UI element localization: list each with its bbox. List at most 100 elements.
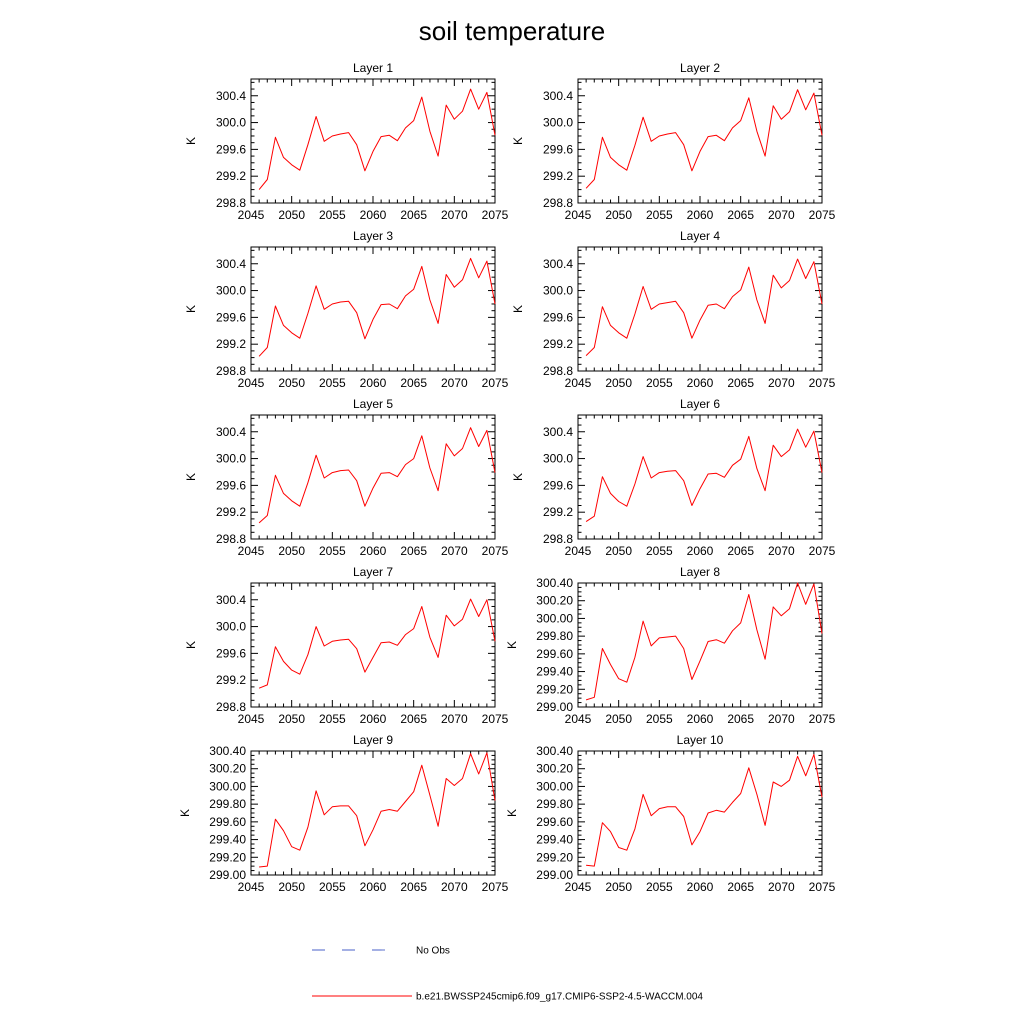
- x-tick-label: 2055: [319, 712, 346, 726]
- x-tick-label: 2050: [605, 712, 632, 726]
- y-tick-label: 298.8: [543, 364, 573, 378]
- x-tick-label: 2075: [809, 712, 836, 726]
- x-tick-label: 2050: [605, 880, 632, 894]
- y-tick-label: 298.8: [216, 196, 246, 210]
- panel-layer-7: Layer 7 2045 2050 2055 2060 2065 2070 2075 298.8…: [184, 565, 509, 726]
- y-tick-label: 300.0: [543, 116, 573, 130]
- y-tick-label: 299.2: [543, 505, 573, 519]
- y-tick-label: 299.60: [536, 647, 573, 661]
- panel-title: Layer 6: [680, 397, 720, 411]
- panel-layer-1: Layer 1 2045 2050 2055 2060 2065 2070 2075 298.8…: [184, 61, 509, 222]
- y-tick-label: 298.8: [543, 196, 573, 210]
- x-tick-label: 2045: [565, 208, 592, 222]
- x-tick-label: 2065: [400, 208, 427, 222]
- y-tick-label: 300.4: [216, 89, 246, 103]
- x-tick-label: 2055: [319, 544, 346, 558]
- x-tick-label: 2060: [687, 544, 714, 558]
- plot-frame: [250, 582, 496, 708]
- x-tick-label: 2050: [278, 712, 305, 726]
- x-tick-label: 2070: [441, 712, 468, 726]
- y-tick-label: 300.00: [536, 611, 573, 625]
- y-tick-label: 300.0: [216, 284, 246, 298]
- x-tick-label: 2045: [238, 712, 265, 726]
- y-axis-label: K: [511, 473, 525, 481]
- x-tick-label: 2075: [482, 880, 509, 894]
- y-tick-label: 299.40: [536, 665, 573, 679]
- x-tick-label: 2060: [360, 880, 387, 894]
- panel-title: Layer 8: [680, 565, 720, 579]
- x-tick-label: 2060: [687, 712, 714, 726]
- x-tick-label: 2075: [482, 208, 509, 222]
- y-tick-label: 300.20: [536, 594, 573, 608]
- panel-layer-4: Layer 4 2045 2050 2055 2060 2065 2070 2075 298.8…: [511, 229, 836, 390]
- x-tick-label: 2055: [646, 712, 673, 726]
- y-tick-label: 299.2: [216, 505, 246, 519]
- x-tick-label: 2045: [238, 376, 265, 390]
- series-line-model: [258, 427, 496, 524]
- y-tick-label: 300.00: [209, 779, 246, 793]
- series-line-model: [258, 88, 496, 190]
- panel-layer-8: Layer 8 2045 2050 2055 2060 2065 2070 2075 299.0…: [505, 565, 836, 726]
- x-tick-label: 2045: [238, 880, 265, 894]
- series-line-model: [258, 257, 496, 357]
- y-tick-label: 299.00: [536, 868, 573, 882]
- x-tick-label: 2055: [646, 880, 673, 894]
- series-line-model: [586, 754, 823, 867]
- y-tick-label: 299.6: [216, 310, 246, 324]
- y-tick-label: 299.6: [543, 310, 573, 324]
- y-tick-label: 299.60: [209, 815, 246, 829]
- x-tick-label: 2055: [319, 376, 346, 390]
- x-tick-label: 2050: [605, 544, 632, 558]
- x-tick-label: 2065: [400, 376, 427, 390]
- x-tick-label: 2070: [441, 208, 468, 222]
- x-tick-label: 2060: [687, 880, 714, 894]
- y-tick-label: 300.4: [216, 425, 246, 439]
- figure-title: soil temperature: [419, 16, 605, 46]
- plot-frame: [250, 246, 496, 372]
- y-tick-label: 299.20: [536, 682, 573, 696]
- x-tick-label: 2055: [319, 880, 346, 894]
- x-tick-label: 2050: [278, 376, 305, 390]
- x-tick-label: 2055: [646, 376, 673, 390]
- x-tick-label: 2070: [768, 208, 795, 222]
- y-tick-label: 300.40: [536, 576, 573, 590]
- x-tick-label: 2065: [400, 712, 427, 726]
- panel-title: Layer 2: [680, 61, 720, 75]
- y-tick-label: 300.20: [209, 762, 246, 776]
- y-tick-label: 299.80: [209, 797, 246, 811]
- x-tick-label: 2075: [482, 712, 509, 726]
- x-tick-label: 2070: [441, 376, 468, 390]
- y-tick-label: 300.0: [216, 452, 246, 466]
- y-tick-label: 299.40: [209, 833, 246, 847]
- x-tick-label: 2050: [605, 376, 632, 390]
- y-axis-label: K: [184, 137, 198, 145]
- panel-grid: Layer 1 2045 2050 2055 2060 2065 2070 2075 298.8…: [178, 61, 836, 894]
- x-tick-label: 2070: [768, 880, 795, 894]
- y-tick-label: 298.8: [216, 532, 246, 546]
- x-tick-label: 2045: [565, 544, 592, 558]
- x-tick-label: 2050: [278, 544, 305, 558]
- x-tick-label: 2075: [809, 376, 836, 390]
- y-tick-label: 299.2: [216, 169, 246, 183]
- legend: No Obs b.e21.BWSSP245cmip6.f09_g17.CMIP6…: [312, 946, 703, 1003]
- plot-frame: [250, 78, 496, 204]
- x-tick-label: 2065: [727, 712, 754, 726]
- series-line-model: [585, 258, 823, 356]
- y-tick-label: 298.8: [216, 364, 246, 378]
- y-axis-label: K: [178, 809, 192, 817]
- x-tick-label: 2075: [809, 880, 836, 894]
- y-tick-label: 299.80: [536, 797, 573, 811]
- plot-frame: [250, 750, 496, 876]
- y-tick-label: 299.2: [543, 337, 573, 351]
- legend-obs-label: No Obs: [416, 946, 450, 957]
- panel-title: Layer 1: [353, 61, 393, 75]
- y-tick-label: 299.80: [536, 629, 573, 643]
- plot-frame: [577, 78, 823, 204]
- y-tick-label: 299.20: [536, 850, 573, 864]
- x-tick-label: 2060: [360, 376, 387, 390]
- x-tick-label: 2075: [809, 544, 836, 558]
- y-tick-label: 299.40: [536, 833, 573, 847]
- x-tick-label: 2065: [400, 544, 427, 558]
- y-tick-label: 300.20: [536, 762, 573, 776]
- x-tick-label: 2055: [646, 208, 673, 222]
